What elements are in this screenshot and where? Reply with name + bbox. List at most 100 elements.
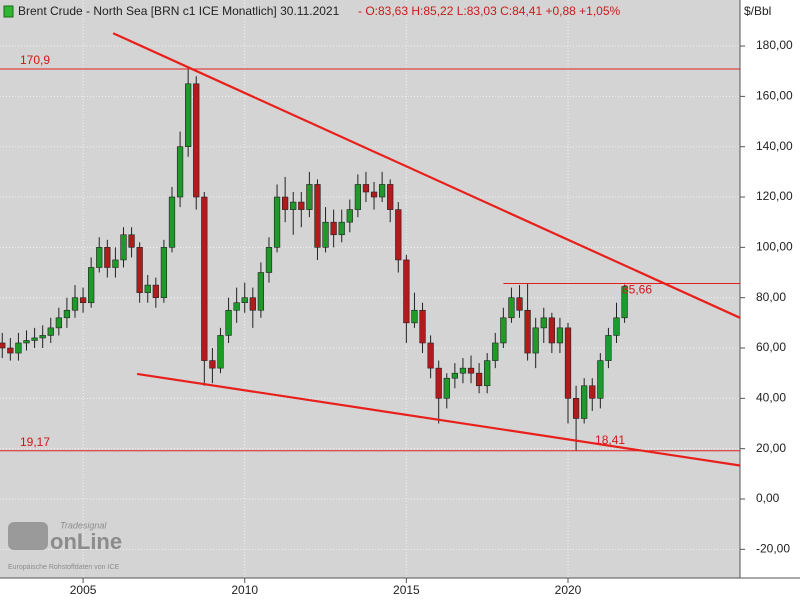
- watermark-tag: Tradesignal: [60, 520, 107, 530]
- candle-body: [15, 342, 22, 354]
- candle-body: [621, 286, 628, 319]
- candle-body: [516, 297, 523, 311]
- candle-body: [613, 317, 620, 336]
- candle-body: [290, 201, 297, 210]
- candle-body: [508, 297, 515, 319]
- candle-body: [112, 259, 119, 268]
- candle-body: [459, 367, 467, 374]
- candle-body: [63, 309, 71, 319]
- candle-body: [451, 372, 458, 379]
- y-tick-label: 40,00: [756, 391, 786, 405]
- candle-body: [330, 221, 337, 236]
- watermark-source: Europäische Rohstoffdaten von ICE: [8, 564, 119, 571]
- candle-body: [524, 309, 531, 354]
- candle-body: [443, 377, 450, 399]
- trendline: [136, 372, 741, 467]
- candle-body: [79, 297, 87, 304]
- candle-body: [500, 317, 507, 344]
- candle-body: [475, 372, 483, 387]
- candle-body: [7, 347, 14, 354]
- candle-body: [120, 234, 127, 261]
- candle-body: [427, 342, 434, 369]
- series-icon: [3, 5, 14, 18]
- candle-body: [378, 184, 386, 198]
- y-tick-label: 60,00: [756, 340, 786, 354]
- y-tick-label: 140,00: [756, 139, 793, 153]
- candle-body: [370, 191, 378, 198]
- watermark-logo: [8, 522, 48, 550]
- trendline: [112, 32, 741, 319]
- candle-body: [265, 247, 273, 273]
- y-tick-label: 20,00: [756, 441, 786, 455]
- candle-body: [257, 272, 265, 311]
- candle-body: [233, 302, 240, 311]
- watermark-brand: onLine: [50, 529, 122, 554]
- candle-body: [435, 367, 442, 399]
- y-tick-label: 0,00: [756, 491, 780, 505]
- candle-body: [273, 196, 281, 248]
- candle-body: [241, 297, 248, 304]
- candle-body: [322, 221, 329, 248]
- horizontal-line-label: 170,9: [20, 53, 50, 67]
- y-tick-label: 160,00: [756, 89, 793, 103]
- candle-body: [298, 201, 305, 210]
- candle-body: [96, 247, 103, 268]
- candle-body: [597, 360, 604, 399]
- candle-body: [31, 337, 38, 341]
- candle-body: [354, 184, 362, 210]
- candle-body: [605, 335, 612, 361]
- candle-body: [160, 247, 168, 298]
- y-unit: $/Bbl: [744, 4, 771, 18]
- candle-body: [564, 327, 572, 399]
- candle-body: [201, 196, 208, 361]
- candle-body: [176, 146, 184, 198]
- candle-body: [249, 297, 256, 311]
- candle-body: [492, 342, 499, 361]
- candle-body: [225, 309, 232, 336]
- candle-body: [144, 284, 151, 293]
- candle-body: [338, 221, 345, 236]
- candle-body: [314, 184, 321, 248]
- candle-body: [152, 284, 159, 298]
- candle-body: [411, 309, 418, 324]
- candle-body: [419, 309, 426, 344]
- candle-body: [540, 317, 547, 329]
- candle-body: [467, 367, 475, 374]
- candle-body: [548, 317, 555, 344]
- candle-body: [47, 327, 54, 336]
- header-instrument: Brent Crude - North Sea [BRN c1 ICE Mona…: [18, 4, 340, 18]
- y-tick-label: -20,00: [756, 541, 790, 555]
- candle-body: [395, 209, 402, 261]
- header-quote: - O:83,63 H:85,22 L:83,03 C:84,41 +0,88 …: [358, 4, 621, 18]
- candle-body: [581, 385, 588, 419]
- y-tick-label: 120,00: [756, 189, 793, 203]
- annotation: 18,41: [595, 433, 625, 447]
- y-tick-label: 100,00: [756, 240, 793, 254]
- candle-body: [387, 184, 394, 210]
- candle-body: [128, 234, 135, 248]
- x-tick-label: 2010: [231, 583, 258, 597]
- x-tick-label: 2005: [70, 583, 97, 597]
- y-tick-label: 180,00: [756, 38, 793, 52]
- candle-body: [71, 297, 79, 311]
- candle-body: [556, 327, 564, 344]
- candle-body: [193, 83, 200, 198]
- candle-body: [23, 340, 30, 344]
- candle-body: [88, 267, 95, 304]
- horizontal-line-label: 19,17: [20, 435, 50, 449]
- resistance-label: 85,66: [622, 283, 652, 297]
- candle-body: [306, 184, 313, 210]
- watermark: onLine Tradesignal Europäische Rohstoffd…: [8, 520, 122, 571]
- candle-body: [484, 360, 491, 387]
- candle-body: [185, 83, 192, 148]
- candle-body: [282, 196, 289, 210]
- candle-body: [55, 317, 62, 329]
- x-tick-label: 2015: [393, 583, 420, 597]
- candle-body: [217, 335, 224, 369]
- candle-body: [589, 385, 596, 399]
- candle-body: [0, 342, 6, 349]
- candle-body: [532, 327, 539, 354]
- candle-body: [209, 360, 216, 369]
- candle-body: [362, 184, 370, 193]
